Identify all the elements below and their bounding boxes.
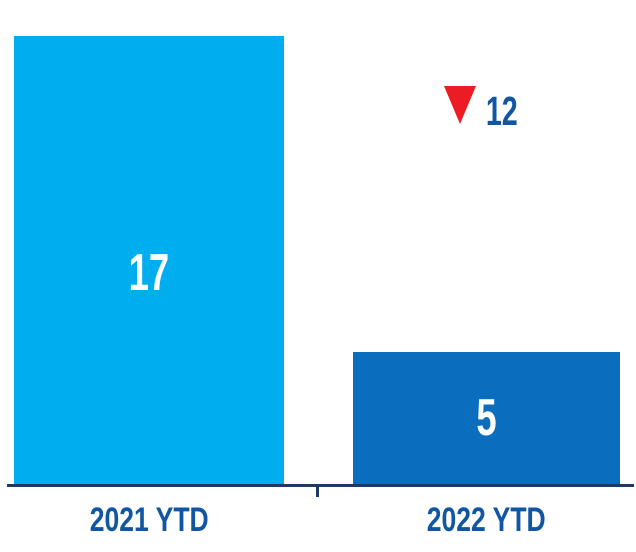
bar-value-label-2022: 5 bbox=[476, 389, 497, 447]
bar-2021-ytd: 17 bbox=[14, 36, 284, 484]
x-axis-label-2022: 2022 YTD bbox=[353, 503, 620, 537]
change-value-label: 12 bbox=[485, 88, 518, 134]
x-axis-line bbox=[7, 484, 634, 487]
bar-2022-ytd: 5 bbox=[353, 352, 620, 484]
bar-value-label-2021: 17 bbox=[128, 244, 170, 302]
x-axis-tick bbox=[316, 484, 319, 497]
x-axis-label-2021-text: 2021 YTD bbox=[89, 501, 209, 539]
change-indicator: 12 bbox=[444, 86, 525, 132]
x-axis-label-2021: 2021 YTD bbox=[14, 503, 284, 537]
x-axis-label-2022-text: 2022 YTD bbox=[427, 501, 546, 539]
triangle-down-icon bbox=[444, 86, 476, 124]
